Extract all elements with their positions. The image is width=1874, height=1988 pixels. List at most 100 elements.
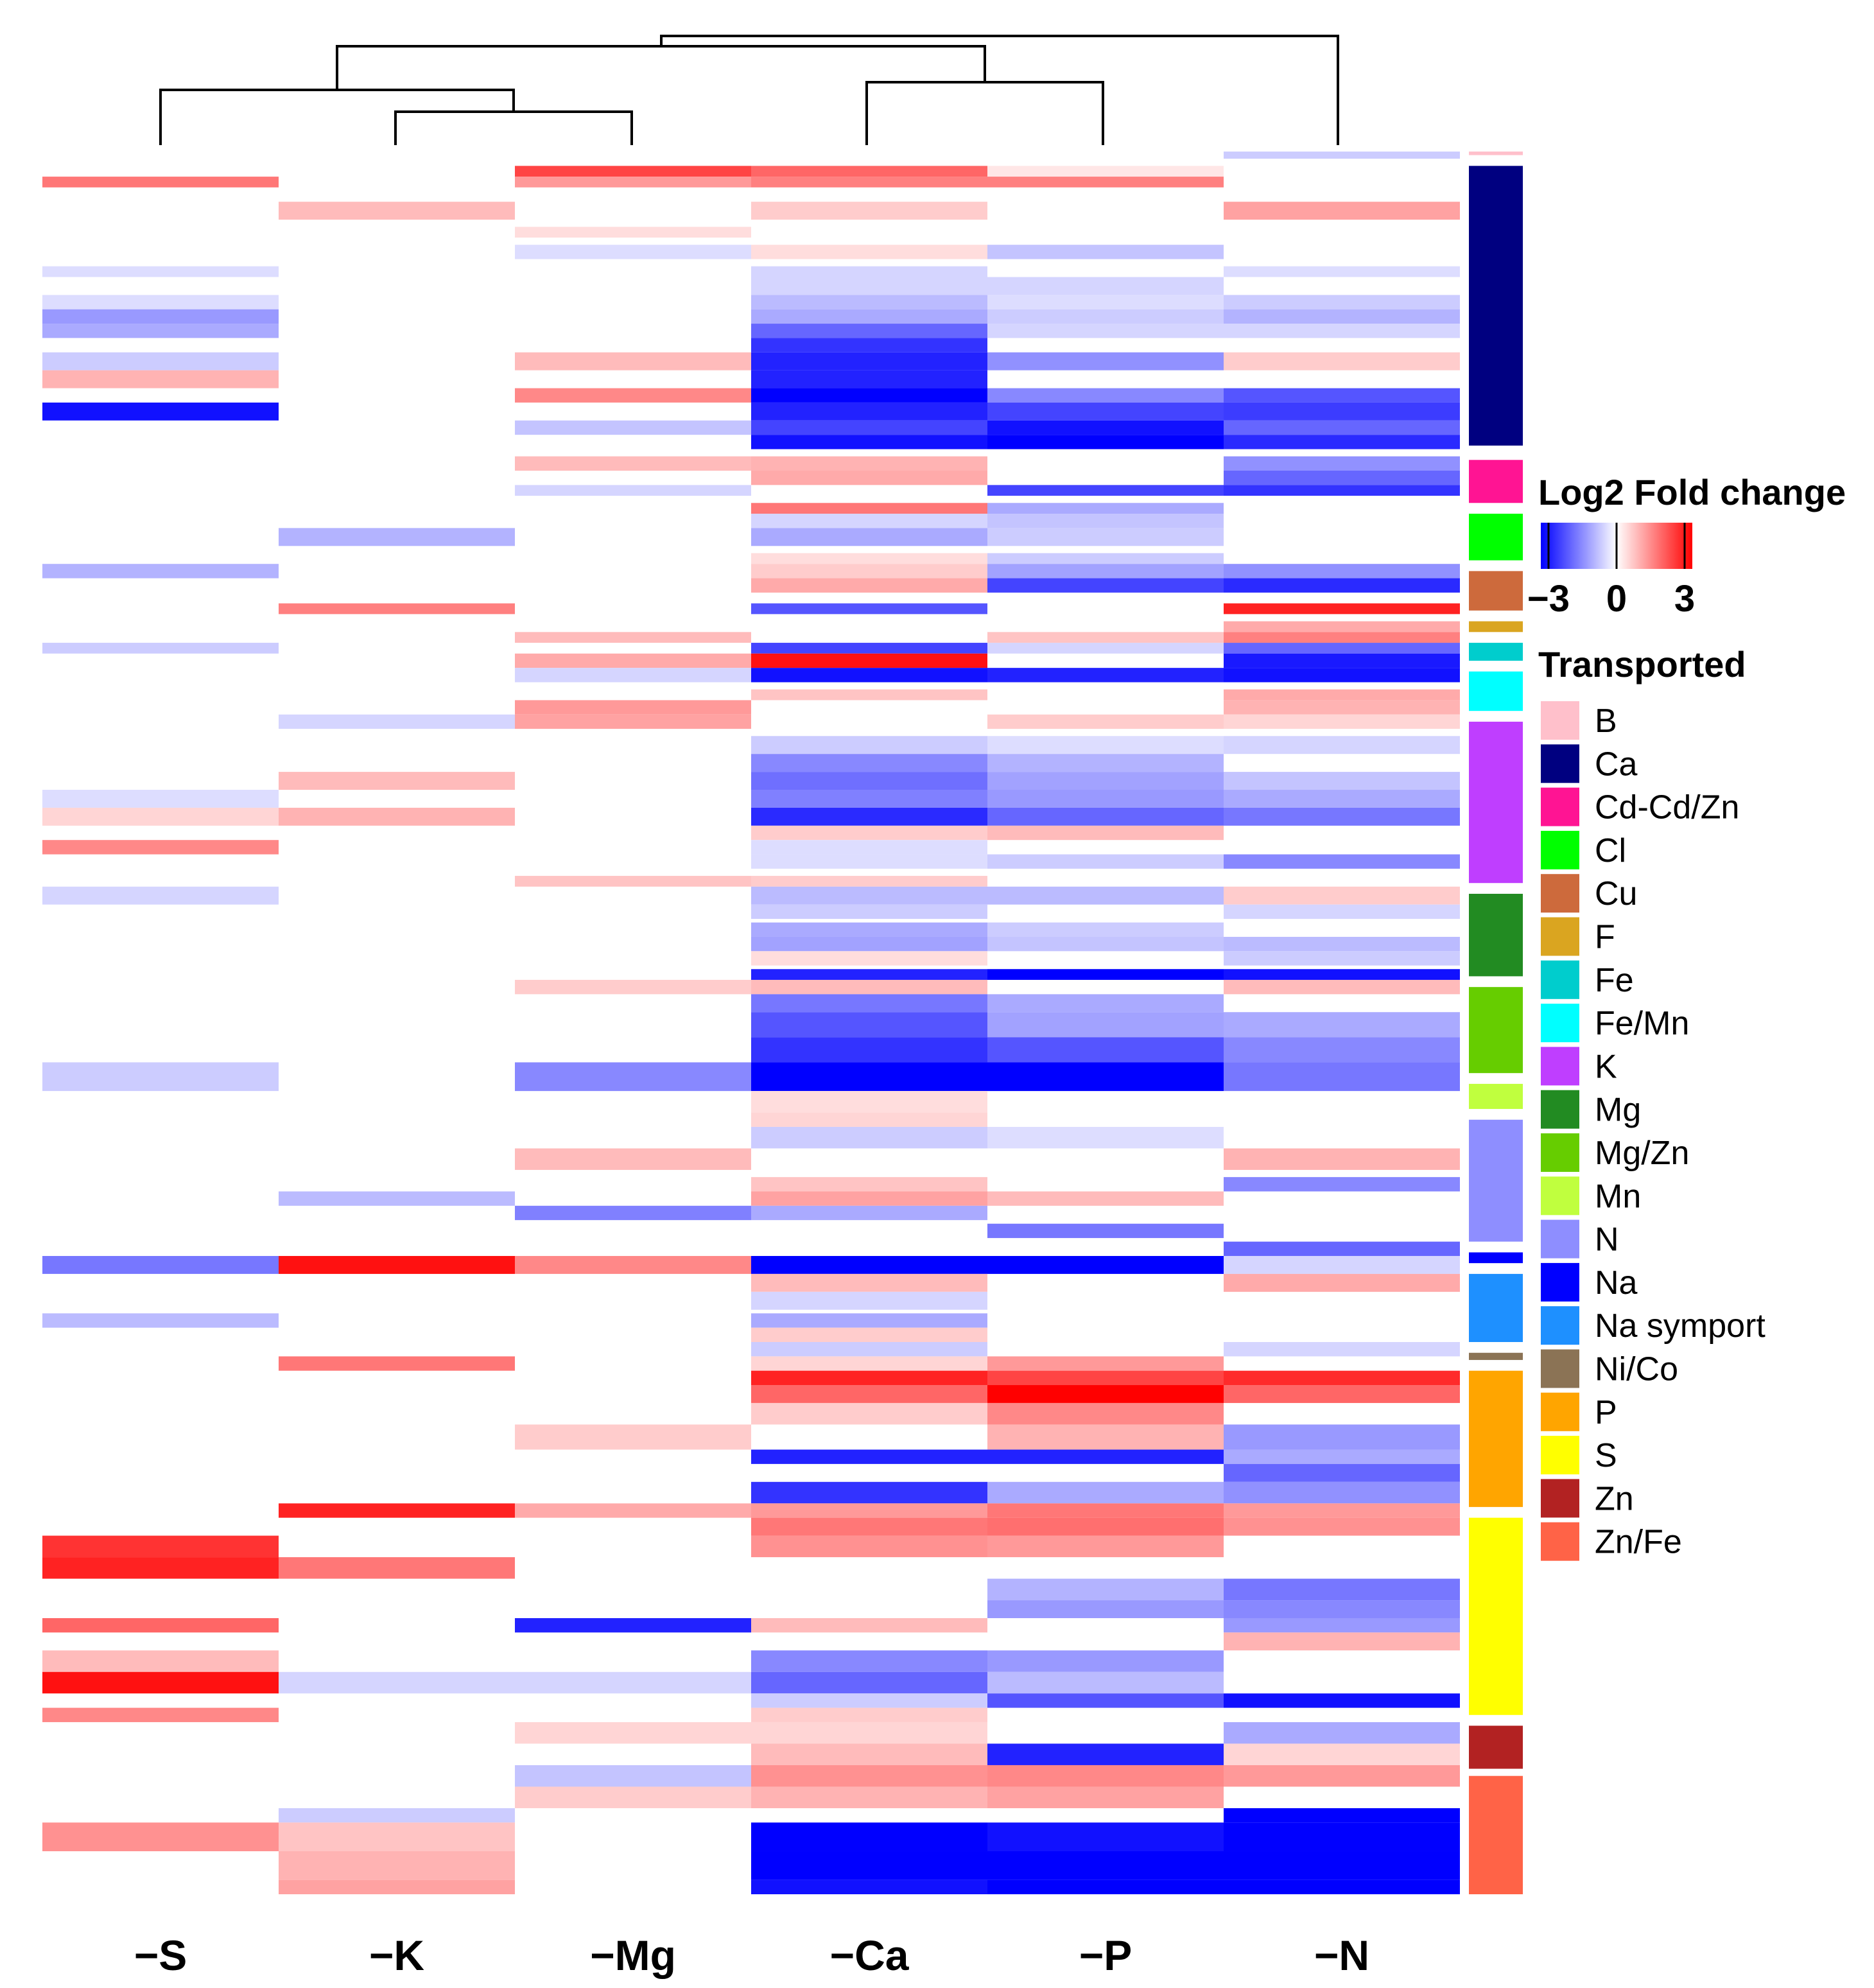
heatmap-cell — [751, 854, 987, 869]
heatmap-cell — [987, 825, 1224, 841]
legend-label: Mg/Zn — [1595, 1135, 1689, 1172]
heatmap-cell — [1224, 1851, 1460, 1880]
heatmap-cell — [987, 1385, 1224, 1403]
legend-swatch — [1541, 787, 1579, 826]
heatmap-cell — [42, 1535, 279, 1558]
legend-swatch — [1541, 1090, 1579, 1129]
heatmap-cell — [987, 922, 1224, 937]
heatmap-cell — [987, 994, 1224, 1013]
heatmap-cell — [751, 886, 987, 905]
column-label: −K — [369, 1931, 425, 1979]
heatmap-cell — [751, 402, 987, 421]
column-label: −Ca — [830, 1931, 910, 1979]
heatmap-cell — [1224, 1424, 1460, 1450]
annotation-segment — [1469, 1352, 1523, 1360]
heatmap-cell — [751, 1449, 987, 1464]
heatmap-cell — [987, 1062, 1224, 1092]
column-dendrogram — [159, 35, 1339, 145]
heatmap-cell — [1224, 1385, 1460, 1403]
heatmap-cell — [751, 1650, 987, 1672]
legend-swatch — [1541, 1004, 1579, 1043]
annotation-segment — [1469, 1775, 1523, 1894]
legend-label: K — [1595, 1048, 1617, 1085]
heatmap-cell — [515, 177, 751, 187]
heatmap-cell — [515, 1722, 751, 1744]
heatmap-cell — [42, 1650, 279, 1672]
heatmap-cell — [1224, 1463, 1460, 1482]
heatmap-cell — [1224, 653, 1460, 668]
heatmap-cell — [42, 840, 279, 855]
heatmap-cell — [1224, 1578, 1460, 1601]
heatmap-cell — [751, 922, 987, 937]
legend-swatch — [1541, 1176, 1579, 1216]
heatmap-cell — [42, 790, 279, 808]
heatmap-cell — [42, 1822, 279, 1851]
heatmap-cell — [751, 1273, 987, 1292]
heatmap-cell — [751, 166, 987, 177]
heatmap-cell — [751, 471, 987, 485]
legend-swatch — [1541, 744, 1579, 783]
heatmap-cell — [515, 388, 751, 403]
heatmap-cell — [1224, 1503, 1460, 1518]
heatmap-cell — [987, 1743, 1224, 1765]
heatmap-cell — [1224, 700, 1460, 715]
heatmap-cell — [987, 1402, 1224, 1425]
heatmap-cell — [515, 700, 751, 715]
legend-swatch — [1541, 830, 1579, 869]
heatmap-cell — [751, 790, 987, 808]
heatmap-cell — [1224, 632, 1460, 643]
heatmap-cell — [987, 485, 1224, 496]
heatmap-cell — [751, 1786, 987, 1808]
heatmap-cell — [515, 1503, 751, 1518]
heatmap-cell — [1224, 979, 1460, 995]
heatmap-cell — [751, 324, 987, 338]
legend-label: F — [1595, 919, 1615, 956]
heatmap-cell — [1224, 1693, 1460, 1708]
heatmap-cell — [1224, 1342, 1460, 1357]
heatmap-cell — [987, 1126, 1224, 1149]
heatmap-cell — [751, 1126, 987, 1149]
heatmap-cell — [1224, 1037, 1460, 1063]
heatmap-cell — [987, 736, 1224, 754]
heatmap-cell — [987, 1851, 1224, 1880]
legend-swatch — [1541, 1219, 1579, 1259]
heatmap-cell — [751, 1062, 987, 1092]
heatmap-cell — [1224, 1822, 1460, 1851]
heatmap-cell — [1224, 1370, 1460, 1386]
colorbar-title: Log2 Fold change — [1538, 472, 1846, 512]
heatmap-cell — [987, 632, 1224, 643]
heatmap-cell — [987, 402, 1224, 421]
heatmap-cell — [987, 1191, 1224, 1206]
heatmap-cell — [42, 177, 279, 187]
heatmap-cell — [279, 528, 515, 546]
heatmap-cell — [1224, 456, 1460, 471]
heatmap-cell — [751, 1693, 987, 1708]
legend-swatch — [1541, 1133, 1579, 1172]
heatmap-cell — [987, 1822, 1224, 1851]
heatmap-cell — [515, 456, 751, 471]
heatmap-cell — [751, 435, 987, 449]
heatmap-cell — [515, 876, 751, 887]
heatmap-cell — [515, 420, 751, 435]
legend-label: Fe/Mn — [1595, 1005, 1689, 1042]
heatmap-cell — [987, 668, 1224, 683]
heatmap-cell — [751, 245, 987, 259]
annotation-segment — [1469, 571, 1523, 611]
heatmap-cell — [987, 1600, 1224, 1619]
heatmap-cell — [987, 1693, 1224, 1708]
heatmap-cell — [42, 324, 279, 338]
annotation-segment — [1469, 460, 1523, 503]
heatmap-cell — [987, 1650, 1224, 1672]
heatmap-cell — [1224, 886, 1460, 905]
heatmap-cell — [987, 754, 1224, 772]
heatmap-cell — [987, 886, 1224, 905]
heatmap-cell — [279, 1808, 515, 1823]
heatmap-cell — [1224, 435, 1460, 449]
column-labels: −S −K −Mg −Ca −P −N — [134, 1931, 1369, 1979]
heatmap-cell — [1224, 485, 1460, 496]
transported-annotation-bar — [1469, 152, 1523, 1894]
heatmap-cell — [751, 1517, 987, 1536]
annotation-segment — [1469, 1119, 1523, 1242]
heatmap-cell — [42, 370, 279, 388]
heatmap-cell — [751, 1851, 987, 1880]
